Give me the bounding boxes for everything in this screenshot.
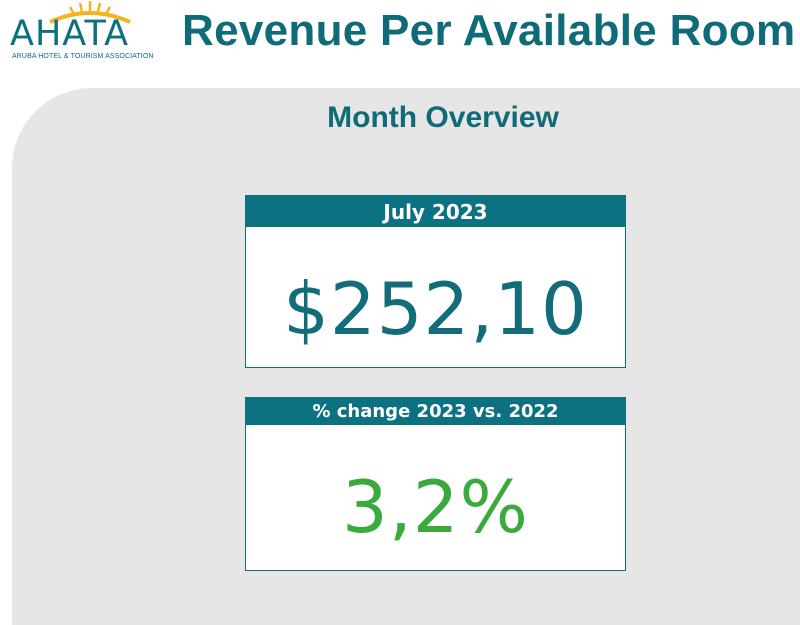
percent-change-card: % change 2023 vs. 2022 3,2%	[245, 397, 626, 571]
page-title: Revenue Per Available Room	[182, 6, 796, 55]
revpar-value: $252,10	[283, 267, 588, 351]
revpar-card: July 2023 $252,10	[245, 195, 626, 368]
percent-change-value: 3,2%	[342, 465, 529, 549]
sun-icon	[49, 1, 131, 24]
ahata-logo: AHATA ARUBA HOTEL & TOURISM ASSOCIATION	[10, 0, 170, 66]
logo-wordmark: AHATA	[10, 14, 130, 54]
logo-tagline: ARUBA HOTEL & TOURISM ASSOCIATION	[12, 53, 154, 60]
card-label: July 2023	[246, 196, 625, 227]
section-title: Month Overview	[327, 101, 559, 134]
card-label: % change 2023 vs. 2022	[246, 398, 625, 425]
